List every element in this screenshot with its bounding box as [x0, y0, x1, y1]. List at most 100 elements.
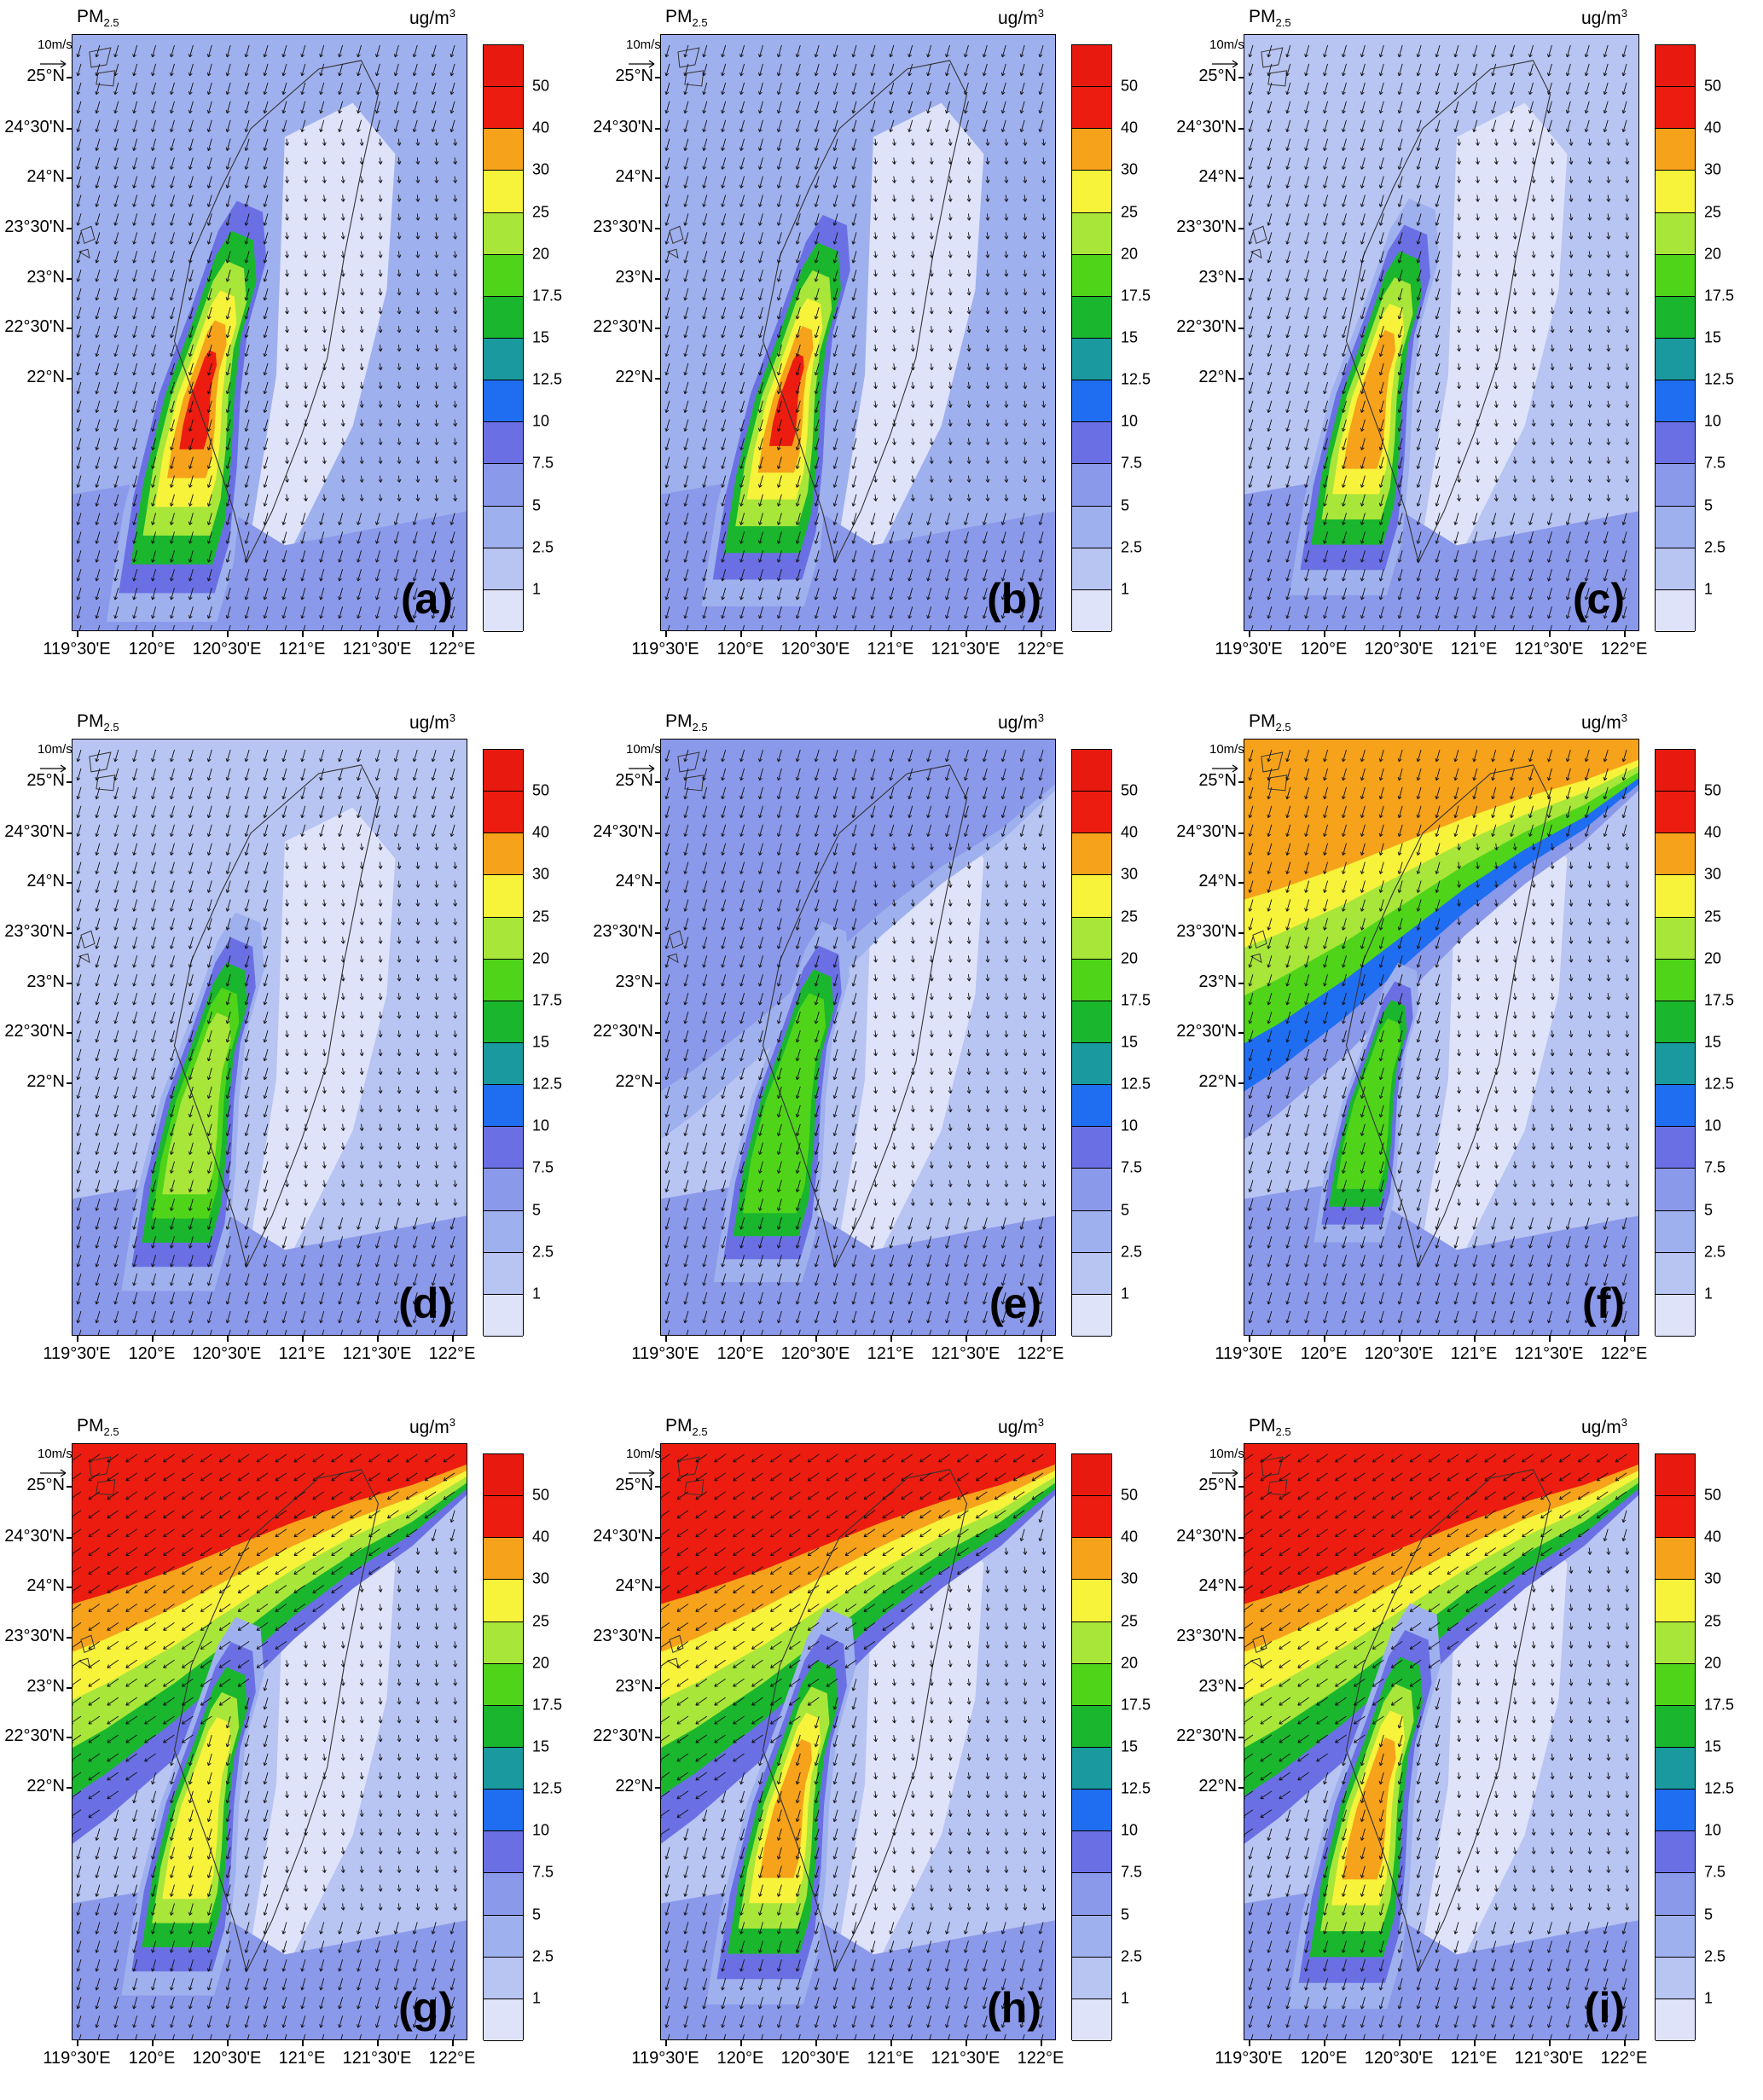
wind-vector: [910, 270, 915, 277]
wind-vector: [132, 805, 138, 819]
wind-vector: [985, 494, 990, 502]
wind-vector: [453, 1030, 458, 1038]
wind-vector: [1416, 101, 1422, 114]
wind-vector: [281, 606, 287, 619]
wind-vector: [263, 363, 269, 376]
wind-vector: [1472, 569, 1478, 582]
land-wash: [831, 102, 984, 589]
wind-vector: [851, 63, 857, 77]
wind-vector: [1569, 419, 1574, 426]
wind-vector: [263, 749, 269, 763]
wind-vector: [683, 157, 689, 170]
wind-vector: [263, 194, 269, 207]
wind-vector: [322, 475, 327, 483]
wind-vector: [397, 918, 402, 925]
wind-vector: [378, 1012, 383, 1019]
colorbar: [1655, 749, 1696, 1337]
wind-vector: [1476, 288, 1480, 296]
wind-vector: [1550, 194, 1555, 202]
wind-vector: [206, 306, 212, 320]
wind-vector: [758, 251, 763, 264]
wind-vector: [1476, 381, 1480, 390]
wind-vector: [870, 550, 876, 563]
colorbar-label: 50: [532, 781, 550, 799]
wind-vector: [263, 381, 269, 395]
wind-vector: [132, 44, 138, 58]
wind-vector: [374, 569, 380, 582]
wind-vector: [948, 475, 953, 483]
wind-vector: [1304, 419, 1310, 432]
wind-vector: [851, 101, 857, 114]
wind-vector: [378, 419, 383, 426]
wind-vector: [1323, 101, 1329, 114]
wind-vector: [1023, 232, 1028, 240]
wind-vector: [170, 861, 175, 874]
wind-vector: [322, 1030, 327, 1038]
wind-vector: [378, 232, 383, 240]
wind-vector: [1285, 363, 1291, 376]
wind-vector: [814, 288, 820, 301]
wind-vector: [132, 475, 138, 488]
wind-vector: [1435, 44, 1441, 58]
wind-vector: [188, 44, 194, 58]
wind-vector: [832, 363, 838, 376]
wind-vector: [225, 880, 231, 893]
wind-vector: [244, 232, 250, 245]
wind-vector: [449, 606, 455, 619]
latitude-tick: [1238, 781, 1244, 783]
wind-vector: [795, 82, 801, 96]
wind-vector: [945, 44, 950, 58]
colorbar-segment: [1072, 45, 1111, 88]
wind-vector: [1435, 288, 1441, 301]
wind-vector: [1435, 270, 1441, 282]
wind-vector: [188, 232, 194, 245]
wind-vector: [1453, 588, 1459, 600]
wind-vector: [132, 325, 138, 339]
wind-vector: [985, 138, 990, 146]
latitude-tick: [1238, 278, 1244, 280]
wind-vector: [359, 381, 364, 390]
wind-vector: [1360, 494, 1366, 507]
wind-vector: [721, 194, 727, 207]
wind-vector: [1267, 176, 1273, 189]
wind-vector: [206, 400, 212, 414]
colorbar-segment: [1656, 1294, 1695, 1337]
wind-vector: [1397, 363, 1403, 376]
wind-vector: [835, 624, 838, 630]
wind-vector: [1267, 588, 1273, 600]
wind-vector: [154, 624, 157, 630]
longitude-label: 119°30'E: [1215, 640, 1283, 658]
wind-vector: [814, 101, 820, 114]
wind-vector: [151, 456, 157, 469]
wind-vector: [246, 624, 250, 630]
wind-vector: [206, 993, 212, 1006]
wind-vector: [453, 843, 458, 850]
wind-vector: [170, 213, 175, 226]
wind-vector: [95, 400, 101, 414]
wind-vector: [929, 456, 934, 464]
wind-vector: [1267, 475, 1273, 488]
wind-vector: [76, 288, 82, 301]
wind-vector: [1550, 456, 1555, 464]
wind-vector: [873, 213, 878, 221]
wind-vector: [170, 805, 175, 819]
wind-vector: [1528, 531, 1534, 544]
wind-vector: [300, 119, 306, 133]
wind-vector: [95, 937, 101, 949]
wind-vector: [832, 232, 838, 245]
colorbar-segment: [1656, 1043, 1695, 1086]
wind-vector: [702, 306, 708, 320]
wind-vector: [664, 82, 670, 96]
longitude-label: 120°30'E: [1364, 1344, 1434, 1363]
wind-vector: [702, 119, 708, 133]
colorbar-label: 20: [1704, 949, 1722, 967]
wind-vector: [683, 232, 689, 245]
wind-vector: [304, 381, 308, 390]
wind-vector: [664, 400, 670, 414]
wind-vector: [945, 63, 950, 77]
wind-vector: [1323, 531, 1329, 544]
wind-vector: [151, 157, 157, 170]
wind-vector: [76, 513, 82, 525]
unit-label: ug/m3: [409, 711, 455, 734]
wind-vector: [1476, 138, 1480, 146]
